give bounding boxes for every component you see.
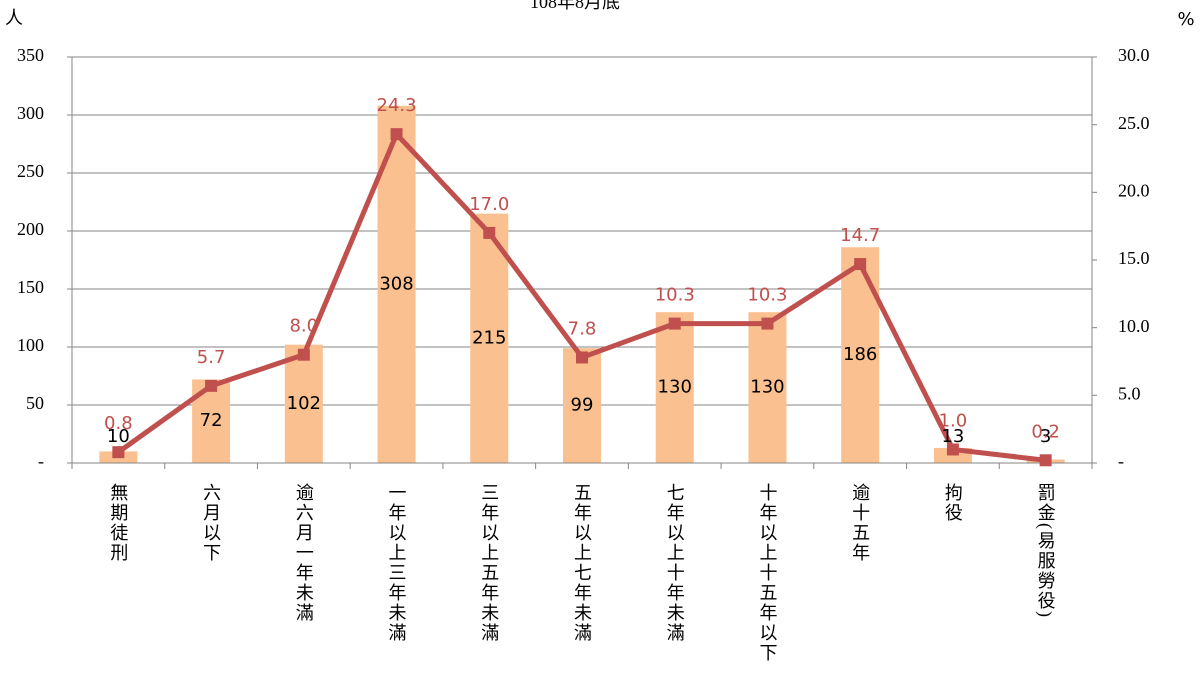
x-tick-label: 六月以下 [201,483,221,563]
line-value-label: 5.7 [197,347,226,368]
x-tick-label: 五年以上七年未滿 [572,483,592,643]
line-value-label: 10.3 [747,285,787,306]
bar-value-label: 308 [379,273,413,294]
line-marker [112,446,125,459]
y2-tick-label: 25.0 [1118,113,1150,133]
y2-axis-label: % [1177,9,1194,30]
bar [841,247,880,463]
y2-tick-label: 15.0 [1118,248,1150,268]
line-marker [205,379,218,392]
y-tick-label: 350 [17,45,44,65]
y-tick-label: 50 [26,393,44,413]
line-value-label: 14.7 [840,225,880,246]
y2-tick-label: 30.0 [1118,45,1150,65]
y2-tick-label: 20.0 [1118,180,1150,200]
bar-value-label: 10 [107,426,130,447]
x-tick-label: 十年以上十五年以下 [757,483,777,663]
x-tick-label: 逾十五年 [850,483,870,563]
y-tick-label: 300 [17,103,44,123]
bar [470,213,509,463]
bar-value-label: 102 [287,393,321,414]
bar-value-label: 186 [843,344,877,365]
line-value-label: 0.2 [1031,421,1060,442]
line-marker [668,317,681,330]
bar [563,348,601,463]
line-marker [761,317,774,330]
bar [655,312,694,463]
bar-value-label: 130 [658,377,692,398]
y2-tick-label: 5.0 [1118,383,1141,403]
line-marker [854,258,867,271]
line-marker [576,351,588,364]
line-value-label: 24.3 [377,95,417,116]
x-tick-label: 逾六月一年未滿 [294,483,314,623]
line-value-label: 10.3 [655,285,695,306]
line-marker [390,128,403,141]
line-marker [297,348,310,361]
x-tick-label: 七年以上十年未滿 [665,483,685,643]
chart-title: 108年8月底 [530,0,620,12]
bar [284,344,323,463]
x-tick-label: 三年以上五年未滿 [479,483,499,643]
line-marker [1039,454,1052,467]
x-tick-label: 拘役 [943,483,963,523]
y2-tick-label: 10.0 [1118,316,1150,336]
y-tick-label: 100 [17,335,44,355]
bar-value-label: 99 [571,395,594,416]
line-value-label: 7.8 [568,318,597,339]
x-tick-label: 無期徒刑 [108,483,128,563]
y-tick-label: 150 [17,277,44,297]
y2-tick-label: - [1118,451,1124,471]
line-marker [946,443,959,456]
line-value-label: 17.0 [469,194,509,215]
bar-value-label: 130 [750,377,784,398]
x-tick-label: 一年以上三年未滿 [387,483,407,643]
y-axis-label: 人 [5,8,23,28]
y-tick-label: 200 [17,219,44,239]
bar-value-label: 3 [1040,426,1051,447]
bar-value-label: 72 [200,410,223,431]
line-value-label: 0.8 [104,413,133,434]
line-value-label: 8.0 [289,316,318,337]
y-tick-label: - [38,451,44,471]
bar-value-label: 13 [941,426,964,447]
line-value-label: 1.0 [939,410,968,431]
y-tick-label: 250 [17,161,44,181]
bar-value-label: 215 [472,327,506,348]
line-marker [483,226,496,239]
bar [748,312,787,463]
x-tick-label: 罰金(易服勞役) [1035,483,1056,619]
